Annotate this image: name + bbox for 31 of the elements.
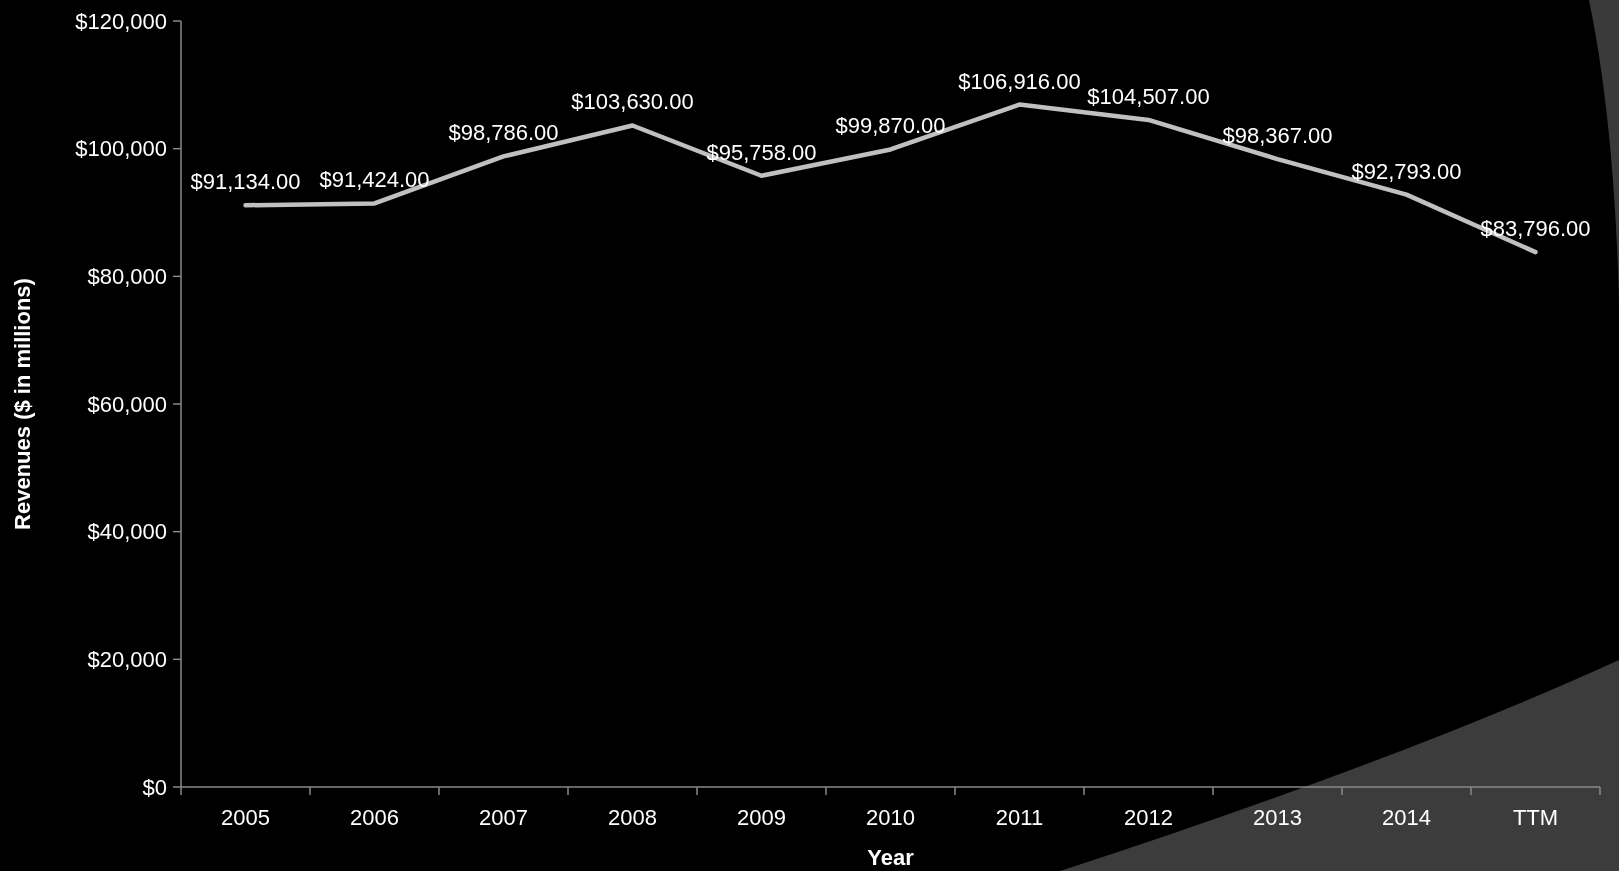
x-tick-label: 2008 <box>608 805 657 830</box>
x-tick-label: 2012 <box>1124 805 1173 830</box>
data-label: $98,786.00 <box>448 120 559 146</box>
x-tick-label: 2005 <box>221 805 270 830</box>
y-tick-label: $20,000 <box>87 647 167 673</box>
data-label: $103,630.00 <box>571 89 694 115</box>
y-tick-label: $120,000 <box>75 8 167 34</box>
y-tick-label: $0 <box>142 774 167 800</box>
data-label: $91,134.00 <box>190 169 301 195</box>
data-label: $99,870.00 <box>835 113 946 139</box>
x-tick-label: 2014 <box>1382 805 1431 830</box>
x-tick-label: TTM <box>1512 805 1559 830</box>
data-label: $106,916.00 <box>958 68 1081 94</box>
data-label: $92,793.00 <box>1351 158 1462 184</box>
x-tick-label: 2006 <box>350 805 399 830</box>
x-tick-label: 2013 <box>1253 805 1302 830</box>
x-tick-label: 2011 <box>995 805 1044 830</box>
x-tick-label: 2007 <box>479 805 528 830</box>
y-tick-label: $40,000 <box>87 519 167 545</box>
y-tick-label: $80,000 <box>87 264 167 290</box>
x-tick-label: 2010 <box>866 805 915 830</box>
y-tick-label: $60,000 <box>87 391 167 417</box>
data-label: $91,424.00 <box>319 167 430 193</box>
x-axis-title: Year <box>867 845 915 870</box>
y-axis-title: Revenues ($ in millions) <box>10 278 35 530</box>
data-label: $104,507.00 <box>1087 83 1210 109</box>
y-tick-label: $100,000 <box>75 136 167 162</box>
data-label: $95,758.00 <box>706 139 817 165</box>
data-label: $98,367.00 <box>1222 123 1333 149</box>
data-label: $83,796.00 <box>1480 216 1591 242</box>
x-tick-label: 2009 <box>737 805 786 830</box>
